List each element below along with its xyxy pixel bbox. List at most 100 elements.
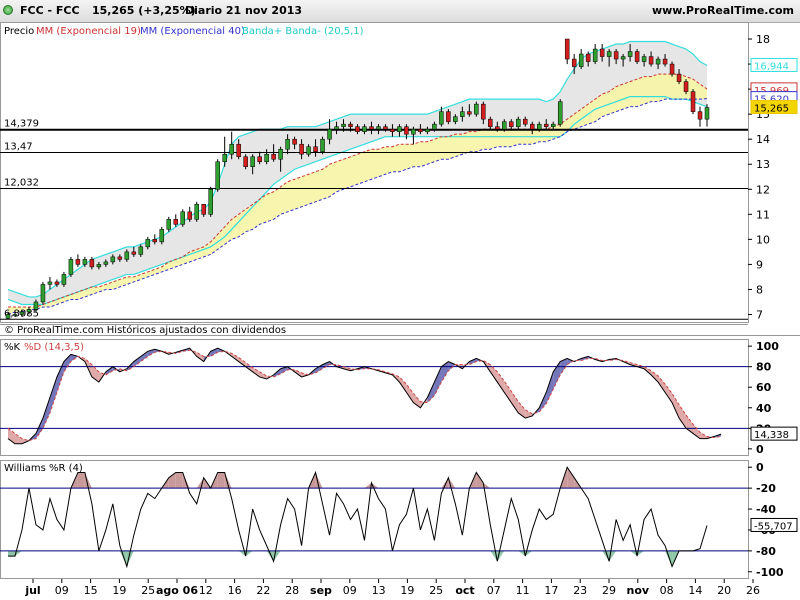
ema19-line [8, 73, 708, 308]
stoch-fill [133, 356, 141, 367]
x-tick-label: 11 [516, 584, 530, 597]
candle-body [117, 256, 123, 260]
williams-oversold-fill [637, 550, 645, 557]
candle-body [103, 261, 109, 265]
candle-body [201, 204, 206, 215]
stoch-value-tag [750, 426, 798, 441]
candle-body [557, 101, 563, 125]
candle-body [578, 53, 584, 67]
stoch-fill [672, 393, 680, 419]
x-tick-label: 16 [228, 584, 242, 597]
price-change: 15,265 (+3,25%) [92, 4, 196, 17]
price-y-tick-label: 9 [756, 258, 763, 271]
candle-body [180, 211, 185, 225]
x-tick-label: 22 [256, 584, 270, 597]
candle-body [704, 107, 710, 120]
williams-overbought-fill [168, 472, 176, 489]
candle-body [425, 128, 430, 132]
candle-body [194, 204, 199, 220]
x-tick-label: 14 [688, 584, 702, 597]
candle-body [285, 138, 290, 150]
candle-body [460, 111, 465, 117]
stoch-fill [469, 358, 477, 365]
candle-body [362, 126, 367, 132]
stoch-fill [511, 391, 519, 413]
x-tick-label: ago 06 [156, 584, 198, 597]
williams-oversold-fill [518, 550, 526, 557]
williams-line [8, 466, 708, 569]
copyright-note: © ProRealTime.com Históricos ajustados c… [4, 324, 286, 336]
candle-body [215, 161, 220, 190]
band-upper-line [7, 40, 708, 298]
stoch-fill [546, 371, 554, 404]
candle-body [669, 63, 675, 75]
candle-body [446, 111, 451, 122]
williams-oversold-fill [602, 550, 610, 562]
candle-body [474, 103, 479, 115]
stoch-fill [252, 367, 260, 377]
x-tick-label: 09 [55, 584, 69, 597]
x-tick-label: 19 [400, 584, 414, 597]
candle-body [348, 123, 353, 127]
candle-body [145, 239, 151, 248]
stoch-fill [497, 371, 505, 393]
candle-body [131, 251, 137, 255]
x-tick-label: 26 [746, 584, 760, 597]
candle-body [250, 156, 255, 167]
legend-bands: Banda+ Banda- (20,5,1) [242, 26, 364, 37]
candle-body [502, 121, 507, 130]
stoch-fill [245, 362, 253, 372]
level-label: 13,47 [4, 141, 33, 152]
x-tick-label: 25 [429, 584, 443, 597]
williams-oversold-fill [525, 550, 533, 557]
williams-oversold-fill [630, 550, 638, 557]
candle-body [327, 128, 332, 140]
price-y-tick-label: 18 [756, 33, 770, 46]
candle-body [509, 121, 514, 127]
band-lower-line [7, 96, 708, 306]
stoch-k-line [7, 347, 722, 445]
candle-body [697, 111, 703, 120]
x-tick-label: 15 [84, 584, 98, 597]
williams-overbought-fill [224, 472, 232, 489]
candle-body [68, 259, 74, 275]
candle-body [75, 259, 81, 265]
candle-body [5, 314, 11, 319]
stoch-fill [700, 432, 707, 439]
williams-overbought-fill [217, 472, 225, 489]
williams-oversold-fill [238, 550, 246, 557]
candle-body [152, 239, 158, 243]
price-y-tick-label: 14 [756, 133, 770, 146]
candle-body [564, 38, 570, 60]
candle-body [369, 126, 374, 130]
candle-body [516, 118, 521, 127]
candle-body [627, 51, 633, 57]
williams-value-tag-label: -55,707 [754, 521, 793, 532]
williams-overbought-fill [476, 472, 484, 489]
williams-oversold-fill [14, 550, 22, 557]
candle-body [19, 311, 25, 315]
x-tick-label: 17 [544, 584, 558, 597]
stoch-fill [413, 393, 421, 408]
stoch-fill [140, 351, 148, 362]
candle-body [61, 274, 67, 285]
candle-body [418, 128, 423, 132]
price-value-tag [750, 100, 798, 115]
candle-body [432, 123, 437, 130]
candle-body [264, 153, 269, 162]
price-y-tick-label: 12 [756, 183, 770, 196]
candle-body [690, 91, 696, 112]
stoch-fill [210, 348, 218, 357]
stoch-fill [427, 382, 435, 403]
x-tick-label: sep [310, 584, 332, 597]
williams-overbought-fill [84, 472, 92, 489]
candle-body [257, 156, 262, 162]
candle-body [404, 126, 409, 135]
candle-body [606, 51, 612, 57]
stoch-fill [231, 353, 239, 362]
stoch-y-tick-label: 0 [756, 443, 764, 456]
site-link[interactable]: www.ProRealTime.com [651, 4, 794, 17]
price-y-tick-label: 11 [756, 208, 770, 221]
williams-value-tag [750, 517, 798, 532]
